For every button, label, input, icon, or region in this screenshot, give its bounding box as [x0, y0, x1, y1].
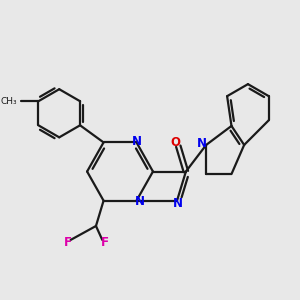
Text: CH₃: CH₃ [1, 97, 18, 106]
Text: N: N [197, 137, 207, 150]
Text: F: F [101, 236, 109, 249]
Text: O: O [171, 136, 181, 149]
Text: N: N [131, 135, 142, 148]
Text: N: N [173, 197, 183, 210]
Text: N: N [135, 195, 145, 208]
Text: F: F [64, 236, 72, 249]
